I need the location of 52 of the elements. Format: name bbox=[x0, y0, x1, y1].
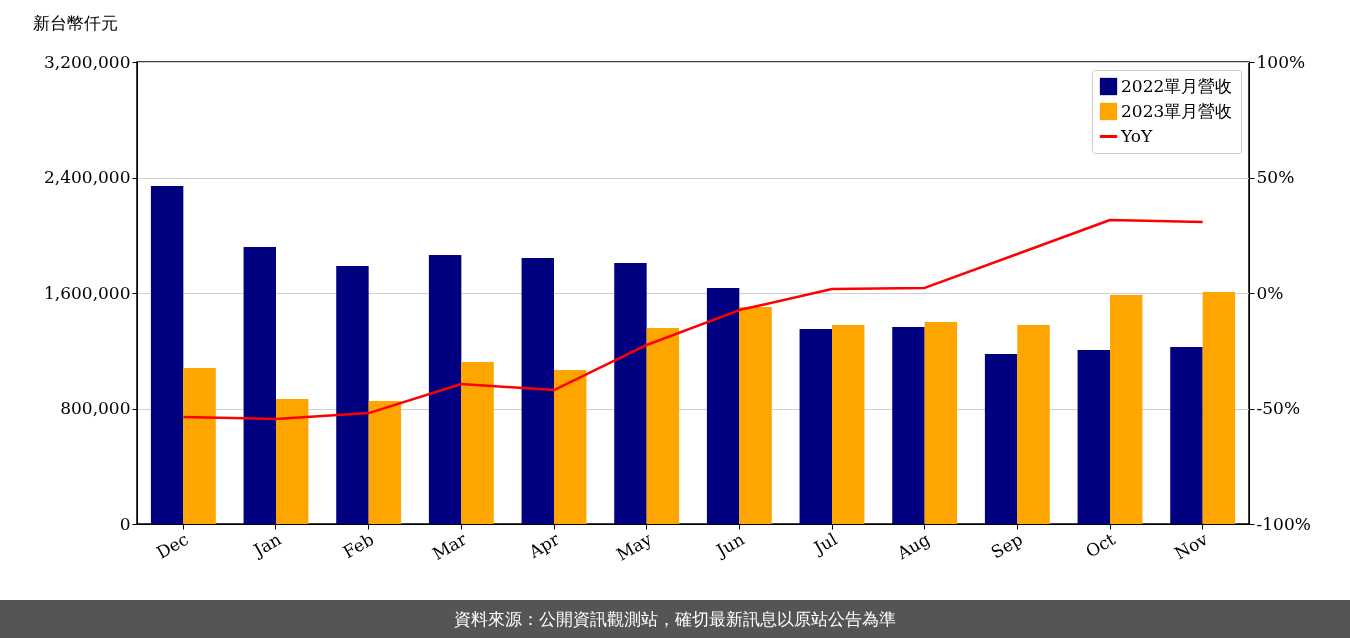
bar bbox=[428, 255, 462, 524]
x-tick-label: Dec bbox=[153, 528, 192, 563]
bar bbox=[614, 262, 647, 524]
y-tick-label: 1,600,000 bbox=[43, 282, 131, 303]
legend-label: YoY bbox=[1120, 125, 1153, 146]
bar bbox=[1110, 295, 1143, 524]
x-tick-label: May bbox=[612, 528, 656, 565]
bar bbox=[150, 186, 184, 524]
y-tick-label: 2,400,000 bbox=[43, 167, 131, 187]
bar bbox=[832, 325, 865, 524]
x-tick-label: Feb bbox=[339, 528, 378, 563]
legend-label: 2022單月營收 bbox=[1121, 75, 1233, 96]
line-series bbox=[182, 218, 1204, 421]
x-tick-label: Aug bbox=[892, 528, 934, 564]
bar bbox=[1017, 325, 1050, 524]
y-tick-label: 0 bbox=[119, 513, 131, 534]
bar bbox=[1170, 347, 1203, 524]
bar bbox=[706, 287, 740, 524]
x-tick-label: Jul bbox=[808, 528, 841, 559]
y2-tick-label: 50% bbox=[1256, 167, 1295, 187]
bar bbox=[646, 328, 680, 524]
x-tick-label: Jun bbox=[711, 528, 748, 562]
y2-tick-label: -100% bbox=[1256, 513, 1311, 534]
x-tick-label: Nov bbox=[1171, 528, 1212, 564]
bar bbox=[984, 354, 1018, 524]
bar bbox=[924, 322, 958, 524]
y2-tick-label: 0% bbox=[1256, 282, 1284, 303]
bar bbox=[276, 398, 309, 524]
bar bbox=[243, 247, 276, 524]
y2-tick-label: 100% bbox=[1256, 51, 1306, 72]
x-tick-label: Sep bbox=[987, 528, 1026, 563]
x-tick-label: Jan bbox=[248, 528, 285, 562]
y2-tick-label: -50% bbox=[1256, 398, 1301, 418]
bar bbox=[799, 328, 832, 524]
bar bbox=[1202, 291, 1236, 524]
bar bbox=[336, 266, 369, 524]
bar bbox=[1077, 350, 1110, 524]
y-axis-title: 新台幣仟元 bbox=[32, 12, 118, 33]
x-tick-label: Apr bbox=[524, 528, 564, 563]
x-tick-label: Mar bbox=[428, 528, 471, 565]
bar bbox=[183, 368, 216, 524]
source-note: 資料來源：公開資訊觀測站，確切最新訊息以原站公告為準 bbox=[0, 600, 1350, 638]
bar bbox=[521, 258, 554, 524]
bar bbox=[368, 400, 402, 524]
y-tick-label: 3,200,000 bbox=[43, 51, 131, 72]
y-tick-label: 800,000 bbox=[60, 398, 131, 418]
bar bbox=[554, 369, 587, 524]
legend-label: 2023單月營收 bbox=[1121, 100, 1233, 121]
bar bbox=[461, 362, 494, 524]
x-tick-label: Oct bbox=[1082, 528, 1119, 562]
bar bbox=[892, 327, 925, 524]
bar bbox=[739, 307, 772, 524]
